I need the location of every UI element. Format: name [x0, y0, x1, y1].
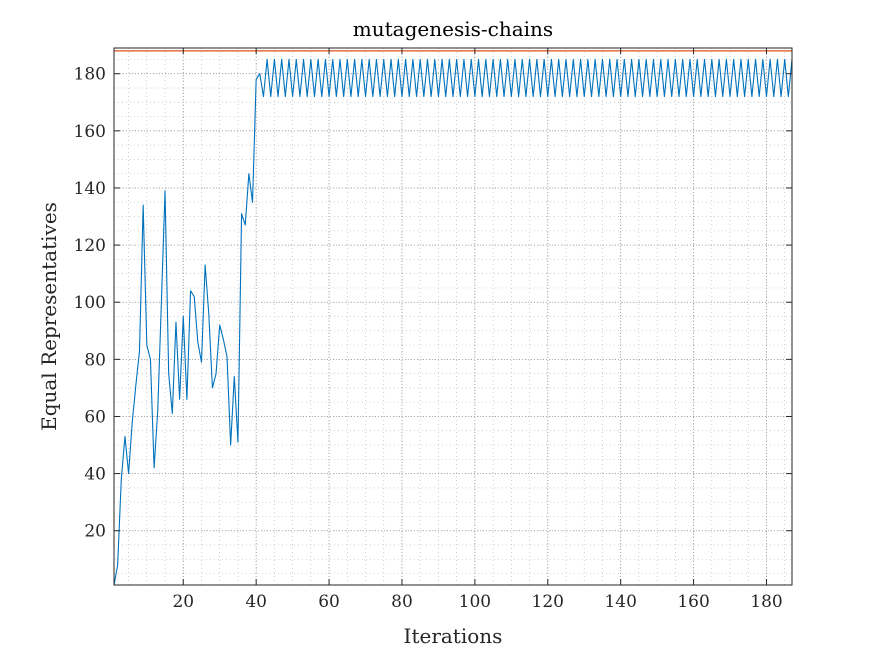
x-tick-label: 160 — [677, 592, 709, 612]
x-tick-label: 140 — [604, 592, 636, 612]
x-tick-label: 40 — [245, 592, 267, 612]
y-tick-label: 100 — [74, 293, 106, 313]
y-axis-ticks: 20 40 60 80 100 120 140 160 180 — [74, 65, 792, 542]
y-tick-label: 60 — [84, 407, 106, 427]
y-tick-label: 20 — [84, 522, 106, 542]
chart-title: mutagenesis-chains — [353, 17, 553, 41]
x-tick-label: 20 — [172, 592, 194, 612]
x-tick-label: 100 — [459, 592, 491, 612]
plot-frame — [113, 47, 793, 586]
y-tick-label: 120 — [74, 236, 106, 256]
x-tick-label: 80 — [391, 592, 413, 612]
y-axis-label: Equal Representatives — [37, 202, 61, 431]
y-tick-label: 160 — [74, 122, 106, 142]
series-line-equal-representatives — [113, 58, 793, 586]
x-tick-label: 180 — [750, 592, 782, 612]
y-tick-label: 140 — [74, 179, 106, 199]
major-grid — [114, 48, 792, 585]
x-tick-label: 120 — [532, 592, 564, 612]
y-tick-label: 40 — [84, 465, 106, 485]
y-tick-label: 180 — [74, 65, 106, 85]
x-axis-label: Iterations — [404, 624, 503, 648]
minor-grid — [114, 48, 792, 585]
x-axis-ticks: 20 40 60 80 100 120 140 160 180 — [172, 48, 783, 612]
x-tick-label: 60 — [318, 592, 340, 612]
y-tick-label: 80 — [84, 350, 106, 370]
